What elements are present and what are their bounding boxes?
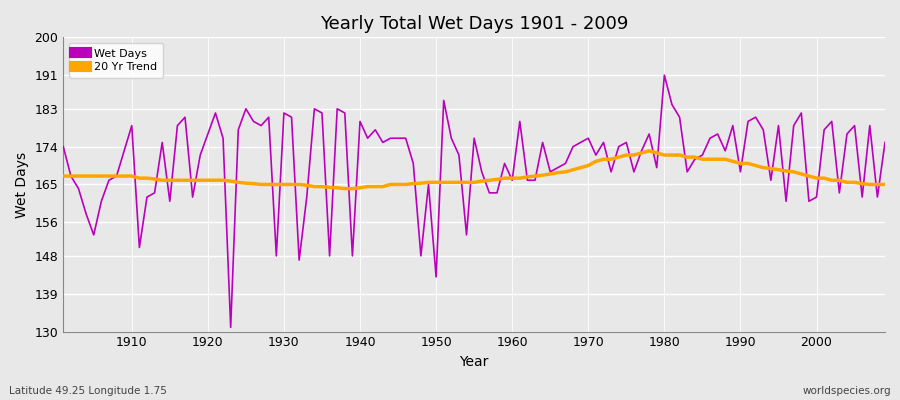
20 Yr Trend <box>879 182 890 187</box>
Text: Latitude 49.25 Longitude 1.75: Latitude 49.25 Longitude 1.75 <box>9 386 166 396</box>
Wet Days <box>879 140 890 145</box>
Wet Days <box>515 119 526 124</box>
Wet Days <box>339 110 350 115</box>
Title: Yearly Total Wet Days 1901 - 2009: Yearly Total Wet Days 1901 - 2009 <box>320 15 628 33</box>
Line: 20 Yr Trend: 20 Yr Trend <box>63 151 885 189</box>
20 Yr Trend <box>606 157 616 162</box>
Legend: Wet Days, 20 Yr Trend: Wet Days, 20 Yr Trend <box>68 43 163 78</box>
20 Yr Trend <box>286 182 297 187</box>
X-axis label: Year: Year <box>460 355 489 369</box>
20 Yr Trend <box>515 176 526 180</box>
Wet Days <box>119 148 130 153</box>
20 Yr Trend <box>58 174 68 178</box>
Wet Days <box>507 178 517 183</box>
20 Yr Trend <box>507 176 517 180</box>
Wet Days <box>58 144 68 149</box>
20 Yr Trend <box>339 186 350 191</box>
Line: Wet Days: Wet Days <box>63 75 885 327</box>
Wet Days <box>659 73 670 78</box>
Wet Days <box>606 170 616 174</box>
Wet Days <box>225 325 236 330</box>
20 Yr Trend <box>332 186 343 190</box>
Text: worldspecies.org: worldspecies.org <box>803 386 891 396</box>
20 Yr Trend <box>119 174 130 178</box>
20 Yr Trend <box>644 148 654 153</box>
Y-axis label: Wet Days: Wet Days <box>15 151 29 218</box>
Wet Days <box>293 258 304 262</box>
